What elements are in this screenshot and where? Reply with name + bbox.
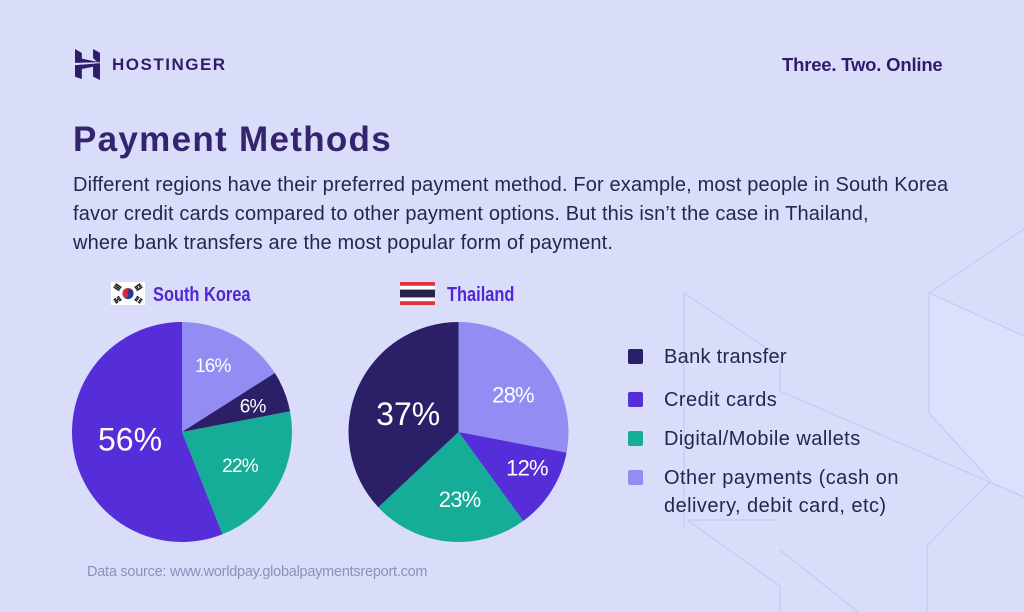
svg-text:56%: 56% bbox=[98, 422, 162, 458]
svg-text:16%: 16% bbox=[195, 356, 232, 377]
svg-text:28%: 28% bbox=[492, 383, 534, 408]
svg-text:22%: 22% bbox=[222, 456, 259, 477]
svg-text:6%: 6% bbox=[240, 396, 267, 417]
svg-text:23%: 23% bbox=[439, 487, 481, 512]
svg-text:12%: 12% bbox=[506, 456, 548, 481]
svg-text:37%: 37% bbox=[376, 396, 440, 432]
